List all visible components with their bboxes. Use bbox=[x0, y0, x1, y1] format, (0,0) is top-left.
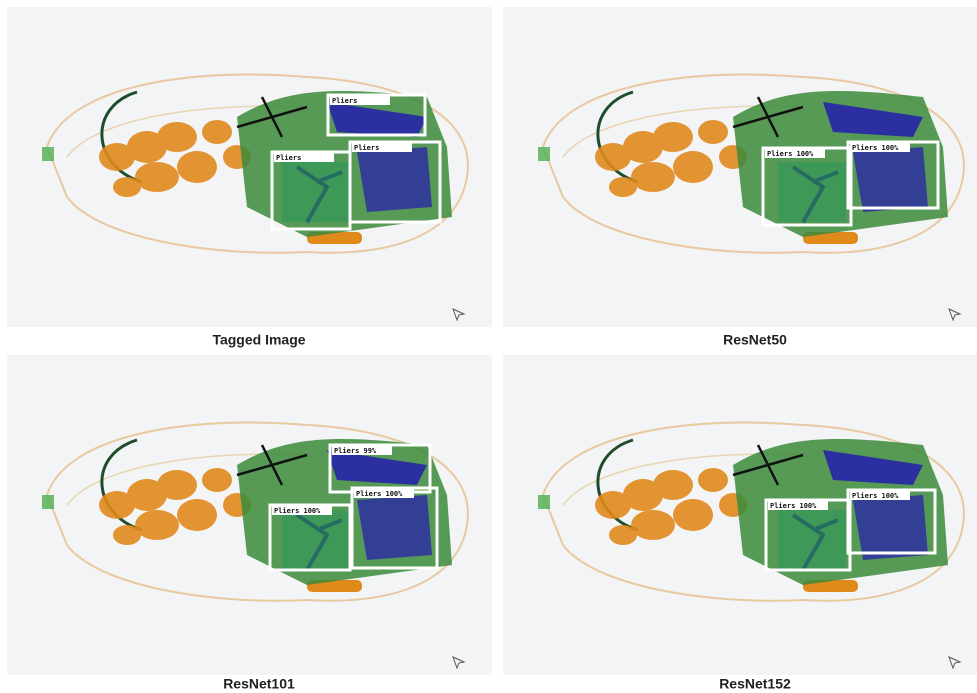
caption: ResNet101 bbox=[223, 676, 295, 692]
detection-label: Pliers 99% bbox=[334, 447, 377, 455]
xray-image bbox=[7, 7, 492, 327]
detection-label: Pliers 100% bbox=[356, 490, 403, 498]
detection-label: Pliers 100% bbox=[767, 150, 814, 158]
detection-label: Pliers bbox=[332, 97, 357, 105]
panel: Pliers 99% Pliers 100% Pliers 100% bbox=[7, 355, 492, 675]
figure: Pliers Pliers Pliers Tagged Image Pliers 100… bbox=[0, 0, 977, 693]
panel: Pliers 100% Pliers 100% bbox=[503, 355, 977, 675]
caption: ResNet152 bbox=[719, 676, 791, 692]
panel: Pliers 100% Pliers 100% bbox=[503, 7, 977, 327]
detection-label: Pliers 100% bbox=[770, 502, 817, 510]
detection-label: Pliers 100% bbox=[274, 507, 321, 515]
caption: Tagged Image bbox=[212, 332, 305, 348]
detection-label: Pliers bbox=[354, 144, 379, 152]
xray-image bbox=[7, 355, 492, 675]
caption: ResNet50 bbox=[723, 332, 787, 348]
detection-label: Pliers 100% bbox=[852, 144, 899, 152]
detection-label: Pliers bbox=[276, 154, 301, 162]
detection-label: Pliers 100% bbox=[852, 492, 899, 500]
xray-image bbox=[503, 355, 977, 675]
xray-image bbox=[503, 7, 977, 327]
panel: Pliers Pliers Pliers bbox=[7, 7, 492, 327]
